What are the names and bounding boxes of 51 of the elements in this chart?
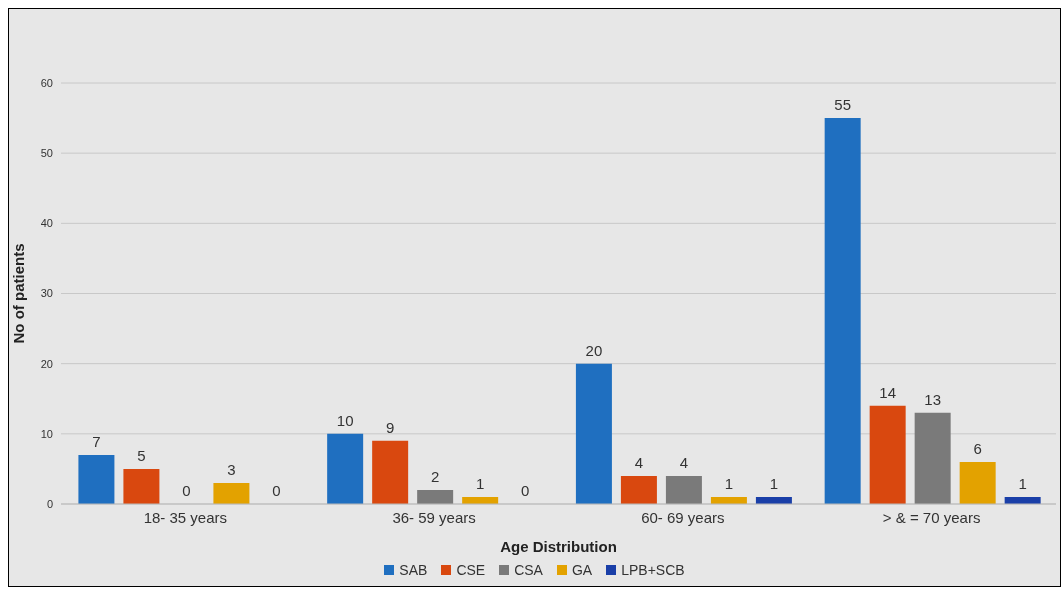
bar (914, 412, 951, 504)
bar (959, 461, 996, 504)
data-label: 6 (973, 439, 982, 457)
data-label: 20 (585, 341, 603, 359)
data-label: 2 (430, 467, 440, 485)
data-label: 1 (475, 474, 485, 492)
data-label: 10 (336, 411, 354, 429)
legend-label: GA (570, 562, 593, 578)
x-tick-label: 18- 35 years (143, 508, 228, 526)
bar (417, 489, 454, 504)
x-tick-label: 60- 69 years (641, 508, 725, 526)
bar (327, 433, 364, 504)
y-axis-title: No of patients (10, 243, 28, 344)
y-tick-label: 20 (40, 357, 53, 370)
bar (123, 468, 160, 504)
data-label: 0 (272, 481, 281, 499)
x-tick-label: 36- 59 years (392, 508, 476, 526)
legend-label: CSA (513, 562, 543, 578)
x-axis-title: Age Distribution (500, 538, 617, 555)
bar (620, 475, 657, 504)
data-label: 55 (834, 96, 852, 114)
y-tick-label: 60 (40, 76, 53, 89)
data-label: 1 (1018, 474, 1027, 492)
data-label: 9 (385, 418, 395, 436)
data-label: 1 (769, 474, 779, 492)
legend-label: LPB+SCB (620, 562, 685, 578)
y-tick-label: 40 (40, 217, 53, 230)
data-label: 14 (879, 383, 897, 401)
y-tick-label: 50 (40, 147, 53, 160)
data-label: 4 (634, 453, 644, 471)
x-tick-label: > & = 70 years (882, 508, 981, 526)
bar (575, 363, 612, 504)
bar (824, 118, 861, 504)
data-label: 1 (724, 474, 734, 492)
data-label: 0 (520, 481, 530, 499)
bar (372, 440, 409, 504)
bar (213, 482, 250, 504)
data-label: 5 (137, 446, 146, 464)
y-tick-label: 30 (40, 287, 53, 300)
legend-label: SAB (398, 562, 428, 578)
y-tick-label: 0 (46, 497, 53, 510)
data-label: 4 (679, 453, 689, 471)
data-label: 7 (92, 432, 101, 450)
bar (665, 475, 702, 504)
bar (78, 454, 115, 504)
data-label: 3 (227, 460, 236, 478)
data-label: 0 (182, 481, 191, 499)
data-label: 13 (924, 390, 942, 408)
y-tick-label: 10 (40, 427, 53, 440)
legend-label: CSE (455, 562, 486, 578)
bar (869, 405, 906, 504)
